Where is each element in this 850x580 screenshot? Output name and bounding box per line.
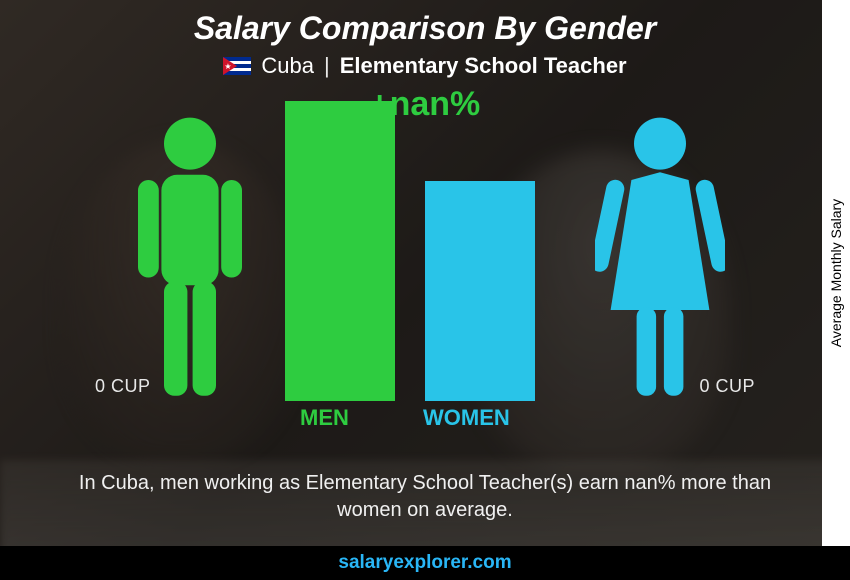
summary-text: In Cuba, men working as Elementary Schoo…: [60, 470, 790, 524]
content: Salary Comparison By Gender ★ Cuba | Ele…: [0, 0, 850, 580]
chart-area: +nan% 0 CUP 0 CUP MEN WOMEN: [105, 91, 745, 431]
man-icon: [125, 115, 255, 401]
page-title: Salary Comparison By Gender: [194, 10, 656, 47]
cuba-flag-icon: ★: [223, 57, 251, 75]
woman-icon: [595, 115, 725, 401]
separator: |: [324, 53, 330, 79]
bar-men: [285, 101, 395, 401]
category-women: WOMEN: [423, 405, 510, 431]
value-women: 0 CUP: [699, 376, 755, 397]
country-label: Cuba: [261, 53, 314, 79]
job-title-label: Elementary School Teacher: [340, 53, 627, 79]
value-men: 0 CUP: [95, 376, 151, 397]
footer-site-link[interactable]: salaryexplorer.com: [338, 552, 511, 574]
category-men: MEN: [300, 405, 349, 431]
subtitle-row: ★ Cuba | Elementary School Teacher: [223, 53, 626, 79]
footer-bar: salaryexplorer.com: [0, 546, 850, 580]
bar-women: [425, 181, 535, 401]
